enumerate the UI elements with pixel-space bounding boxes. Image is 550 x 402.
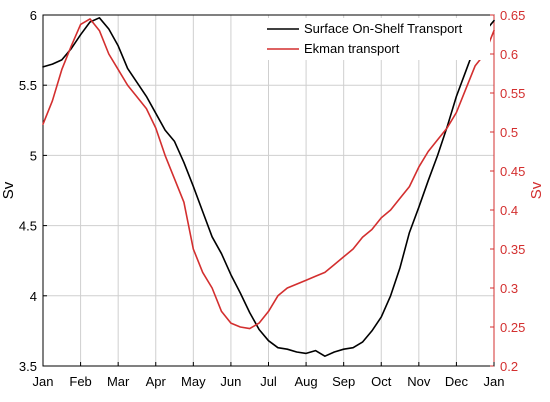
series-layer <box>42 16 495 358</box>
y-tick-label-right: 0.55 <box>500 86 525 101</box>
y-tick-label-right: 0.2 <box>500 359 518 374</box>
right-axis: 0.2 0.25 0.3 0.35 0.4 0.45 0.5 0.55 0.6 0.65 <box>490 8 525 374</box>
series-line-ekman-transport <box>42 18 495 330</box>
y-tick-label-left: 4.5 <box>19 219 37 234</box>
y-tick-label-right: 0.35 <box>500 242 525 257</box>
x-tick-label: Nov <box>407 374 431 389</box>
x-axis: Jan Feb Mar Apr May Jun Jul Aug Sep Oct Nov Dec Jan <box>33 362 505 389</box>
y-axis-title-left: Sv <box>0 181 17 199</box>
series-line-surface-on-shelf-transport <box>42 16 495 358</box>
x-tick-label: Jan <box>33 374 54 389</box>
y-tick-label-right: 0.3 <box>500 281 518 296</box>
y-tick-label-left: 6 <box>30 8 37 23</box>
y-tick-label-right: 0.4 <box>500 203 518 218</box>
legend-label-surface-on-shelf-transport: Surface On-Shelf Transport <box>304 21 463 36</box>
y-tick-label-left: 5.5 <box>19 78 37 93</box>
x-tick-label: Feb <box>69 374 91 389</box>
x-tick-label: Sep <box>332 374 355 389</box>
x-tick-label: Aug <box>295 374 318 389</box>
x-tick-label: Jan <box>484 374 505 389</box>
y-tick-label-right: 0.6 <box>500 47 518 62</box>
y-tick-label-right: 0.65 <box>500 8 525 23</box>
y-tick-label-left: 5 <box>30 148 37 163</box>
legend-box <box>262 18 490 60</box>
legend: Surface On-Shelf Transport Ekman transpo… <box>262 18 490 60</box>
x-tick-label: May <box>181 374 206 389</box>
grid <box>43 15 494 366</box>
legend-label-ekman-transport: Ekman transport <box>304 41 400 56</box>
x-tick-label: Dec <box>445 374 469 389</box>
x-tick-label: Oct <box>371 374 392 389</box>
x-tick-label: Jun <box>220 374 241 389</box>
y-tick-label-right: 0.45 <box>500 164 525 179</box>
y-tick-label-left: 3.5 <box>19 359 37 374</box>
y-tick-label-left: 4 <box>30 289 37 304</box>
y-tick-label-right: 0.25 <box>500 320 525 335</box>
y-tick-label-right: 0.5 <box>500 125 518 140</box>
y-axis-title-right: Sv <box>528 181 545 199</box>
x-tick-label: Mar <box>107 374 130 389</box>
x-tick-label: Apr <box>146 374 167 389</box>
left-axis: 3.5 4 4.5 5 5.5 6 <box>19 8 47 374</box>
x-tick-label: Jul <box>260 374 277 389</box>
